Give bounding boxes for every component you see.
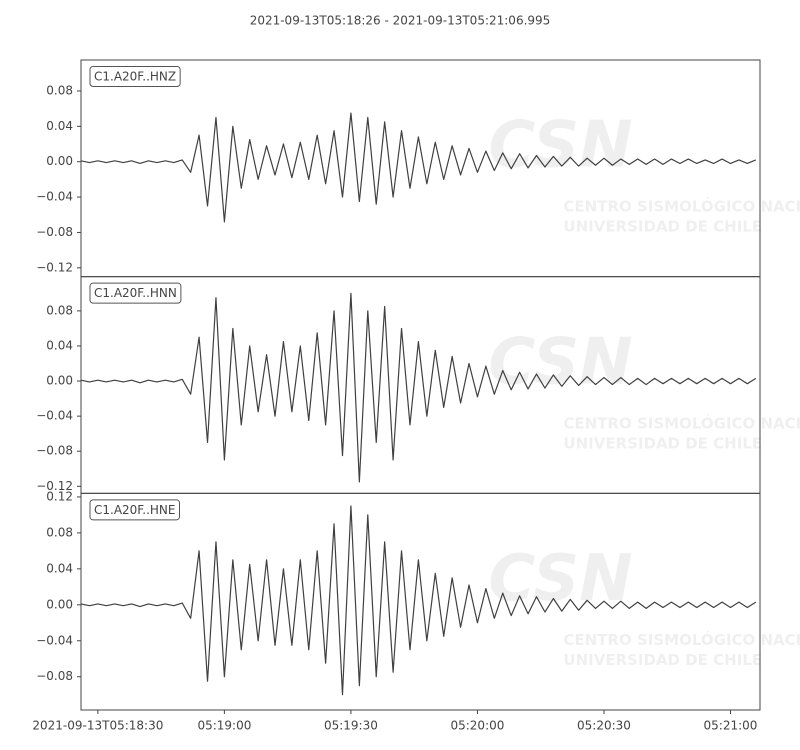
y-tick-label: −0.08 (36, 444, 73, 458)
watermark-text: UNIVERSIDAD DE CHILE (563, 218, 762, 236)
trace-label-box (89, 282, 182, 304)
y-tick-label: 0.08 (46, 303, 73, 317)
y-tick-label: −0.12 (36, 260, 73, 274)
watermark-logo: CSN (488, 109, 632, 183)
waveform (80, 112, 757, 223)
y-tick-label: 0.00 (46, 374, 73, 388)
watermark-text: UNIVERSIDAD DE CHILE (563, 434, 762, 452)
x-tick-label: 05:19:00 (197, 719, 251, 733)
trace-label: C1.A20F..HNZ (94, 70, 176, 84)
y-tick-label: 0.08 (46, 525, 73, 539)
waveform (80, 292, 757, 483)
trace-label-box (89, 66, 181, 87)
y-tick-label: −0.12 (36, 479, 73, 493)
panel-frame (80, 492, 761, 711)
trace-label-box (89, 499, 180, 521)
y-tick-label: −0.04 (36, 409, 73, 423)
x-tick-label: 05:19:30 (324, 719, 378, 733)
waveform (80, 505, 757, 696)
watermark-text: UNIVERSIDAD DE CHILE (563, 651, 762, 669)
trace-label: C1.A20F..HNE (94, 503, 176, 517)
watermark-text: CENTRO SISMOLÓGICO NACIONAL (563, 630, 800, 649)
watermark-logo: CSN (488, 542, 632, 616)
y-tick-label: −0.08 (36, 669, 73, 683)
y-tick-label: −0.04 (36, 633, 73, 647)
y-tick-label: 0.04 (46, 119, 73, 133)
watermark-text: CENTRO SISMOLÓGICO NACIONAL (563, 413, 800, 432)
y-tick-label: 0.00 (46, 154, 73, 168)
y-tick-label: 0.04 (46, 338, 73, 352)
trace-label: C1.A20F..HNN (94, 286, 177, 300)
watermark-text: CENTRO SISMOLÓGICO NACIONAL (563, 197, 800, 216)
x-tick-label: 05:20:30 (577, 719, 631, 733)
y-tick-label: −0.08 (36, 225, 73, 239)
x-tick-label: 05:21:00 (704, 719, 758, 733)
x-tick-label: 05:20:00 (450, 719, 504, 733)
x-tick-label: 2021-09-13T05:18:30 (32, 719, 163, 733)
y-tick-label: 0.08 (46, 83, 73, 97)
figure-title: 2021-09-13T05:18:26 - 2021-09-13T05:21:0… (250, 14, 551, 28)
y-tick-label: −0.04 (36, 190, 73, 204)
y-tick-label: 0.12 (46, 489, 73, 503)
y-tick-label: 0.04 (46, 561, 73, 575)
y-tick-label: 0.00 (46, 597, 73, 611)
